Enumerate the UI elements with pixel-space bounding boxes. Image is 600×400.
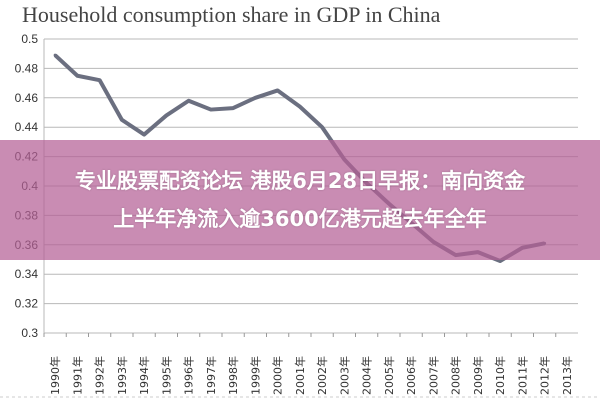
data-point	[75, 74, 79, 78]
data-point	[231, 106, 235, 110]
x-tick-label: 1997年	[204, 356, 218, 395]
x-tick-label: 2009年	[471, 356, 485, 395]
x-tick-label: 1995年	[159, 356, 173, 395]
data-point	[320, 125, 324, 129]
x-tick-label: 2001年	[293, 356, 307, 395]
x-tick-label: 1994年	[137, 356, 151, 395]
x-tick-label: 1996年	[182, 356, 196, 395]
x-tick-label: 2008年	[449, 356, 463, 395]
x-tick-label: 1993年	[115, 356, 129, 395]
x-tick-label: 2000年	[271, 356, 285, 395]
y-tick-label: 0.34	[15, 267, 39, 281]
x-tick-label: 2012年	[538, 356, 552, 395]
data-point	[187, 99, 191, 103]
x-tick-label: 2005年	[382, 356, 396, 395]
data-point	[253, 96, 257, 100]
y-tick-label: 0.5	[21, 32, 38, 46]
data-point	[98, 78, 102, 82]
x-tick-label: 1998年	[226, 356, 240, 395]
data-point	[142, 133, 146, 137]
x-tick-label: 2010年	[493, 356, 507, 395]
chart-title: Household consumption share in GDP in Ch…	[22, 2, 441, 27]
x-tick-label: 2003年	[337, 356, 351, 395]
x-tick-label: 1990年	[48, 356, 62, 395]
data-point	[53, 53, 57, 57]
x-tick-label: 1999年	[248, 356, 262, 395]
x-tick-label: 2011年	[515, 356, 529, 395]
data-point	[298, 105, 302, 109]
y-tick-label: 0.44	[15, 120, 39, 134]
x-tick-label: 2013年	[560, 356, 574, 395]
data-point	[498, 259, 502, 263]
headline-overlay[interactable]: 专业股票配资论坛 港股6月28日早报：南向资金 上半年净流入逾3600亿港元超去…	[0, 140, 600, 260]
x-tick-label: 2007年	[426, 356, 440, 395]
headline-line-2: 上半年净流入逾3600亿港元超去年全年	[113, 207, 487, 231]
y-tick-label: 0.32	[15, 297, 39, 311]
x-tick-label: 1992年	[93, 356, 107, 395]
y-tick-label: 0.3	[21, 326, 38, 340]
data-point	[209, 108, 213, 112]
headline-line-1: 专业股票配资论坛 港股6月28日早报：南向资金	[74, 169, 526, 193]
data-point	[120, 118, 124, 122]
x-tick-label: 2002年	[315, 356, 329, 395]
x-tick-label: 2004年	[360, 356, 374, 395]
y-tick-label: 0.48	[15, 61, 39, 75]
x-tick-label: 2006年	[404, 356, 418, 395]
data-point	[276, 88, 280, 92]
y-tick-label: 0.46	[15, 91, 39, 105]
x-tick-label: 1991年	[70, 356, 84, 395]
data-point	[164, 113, 168, 117]
